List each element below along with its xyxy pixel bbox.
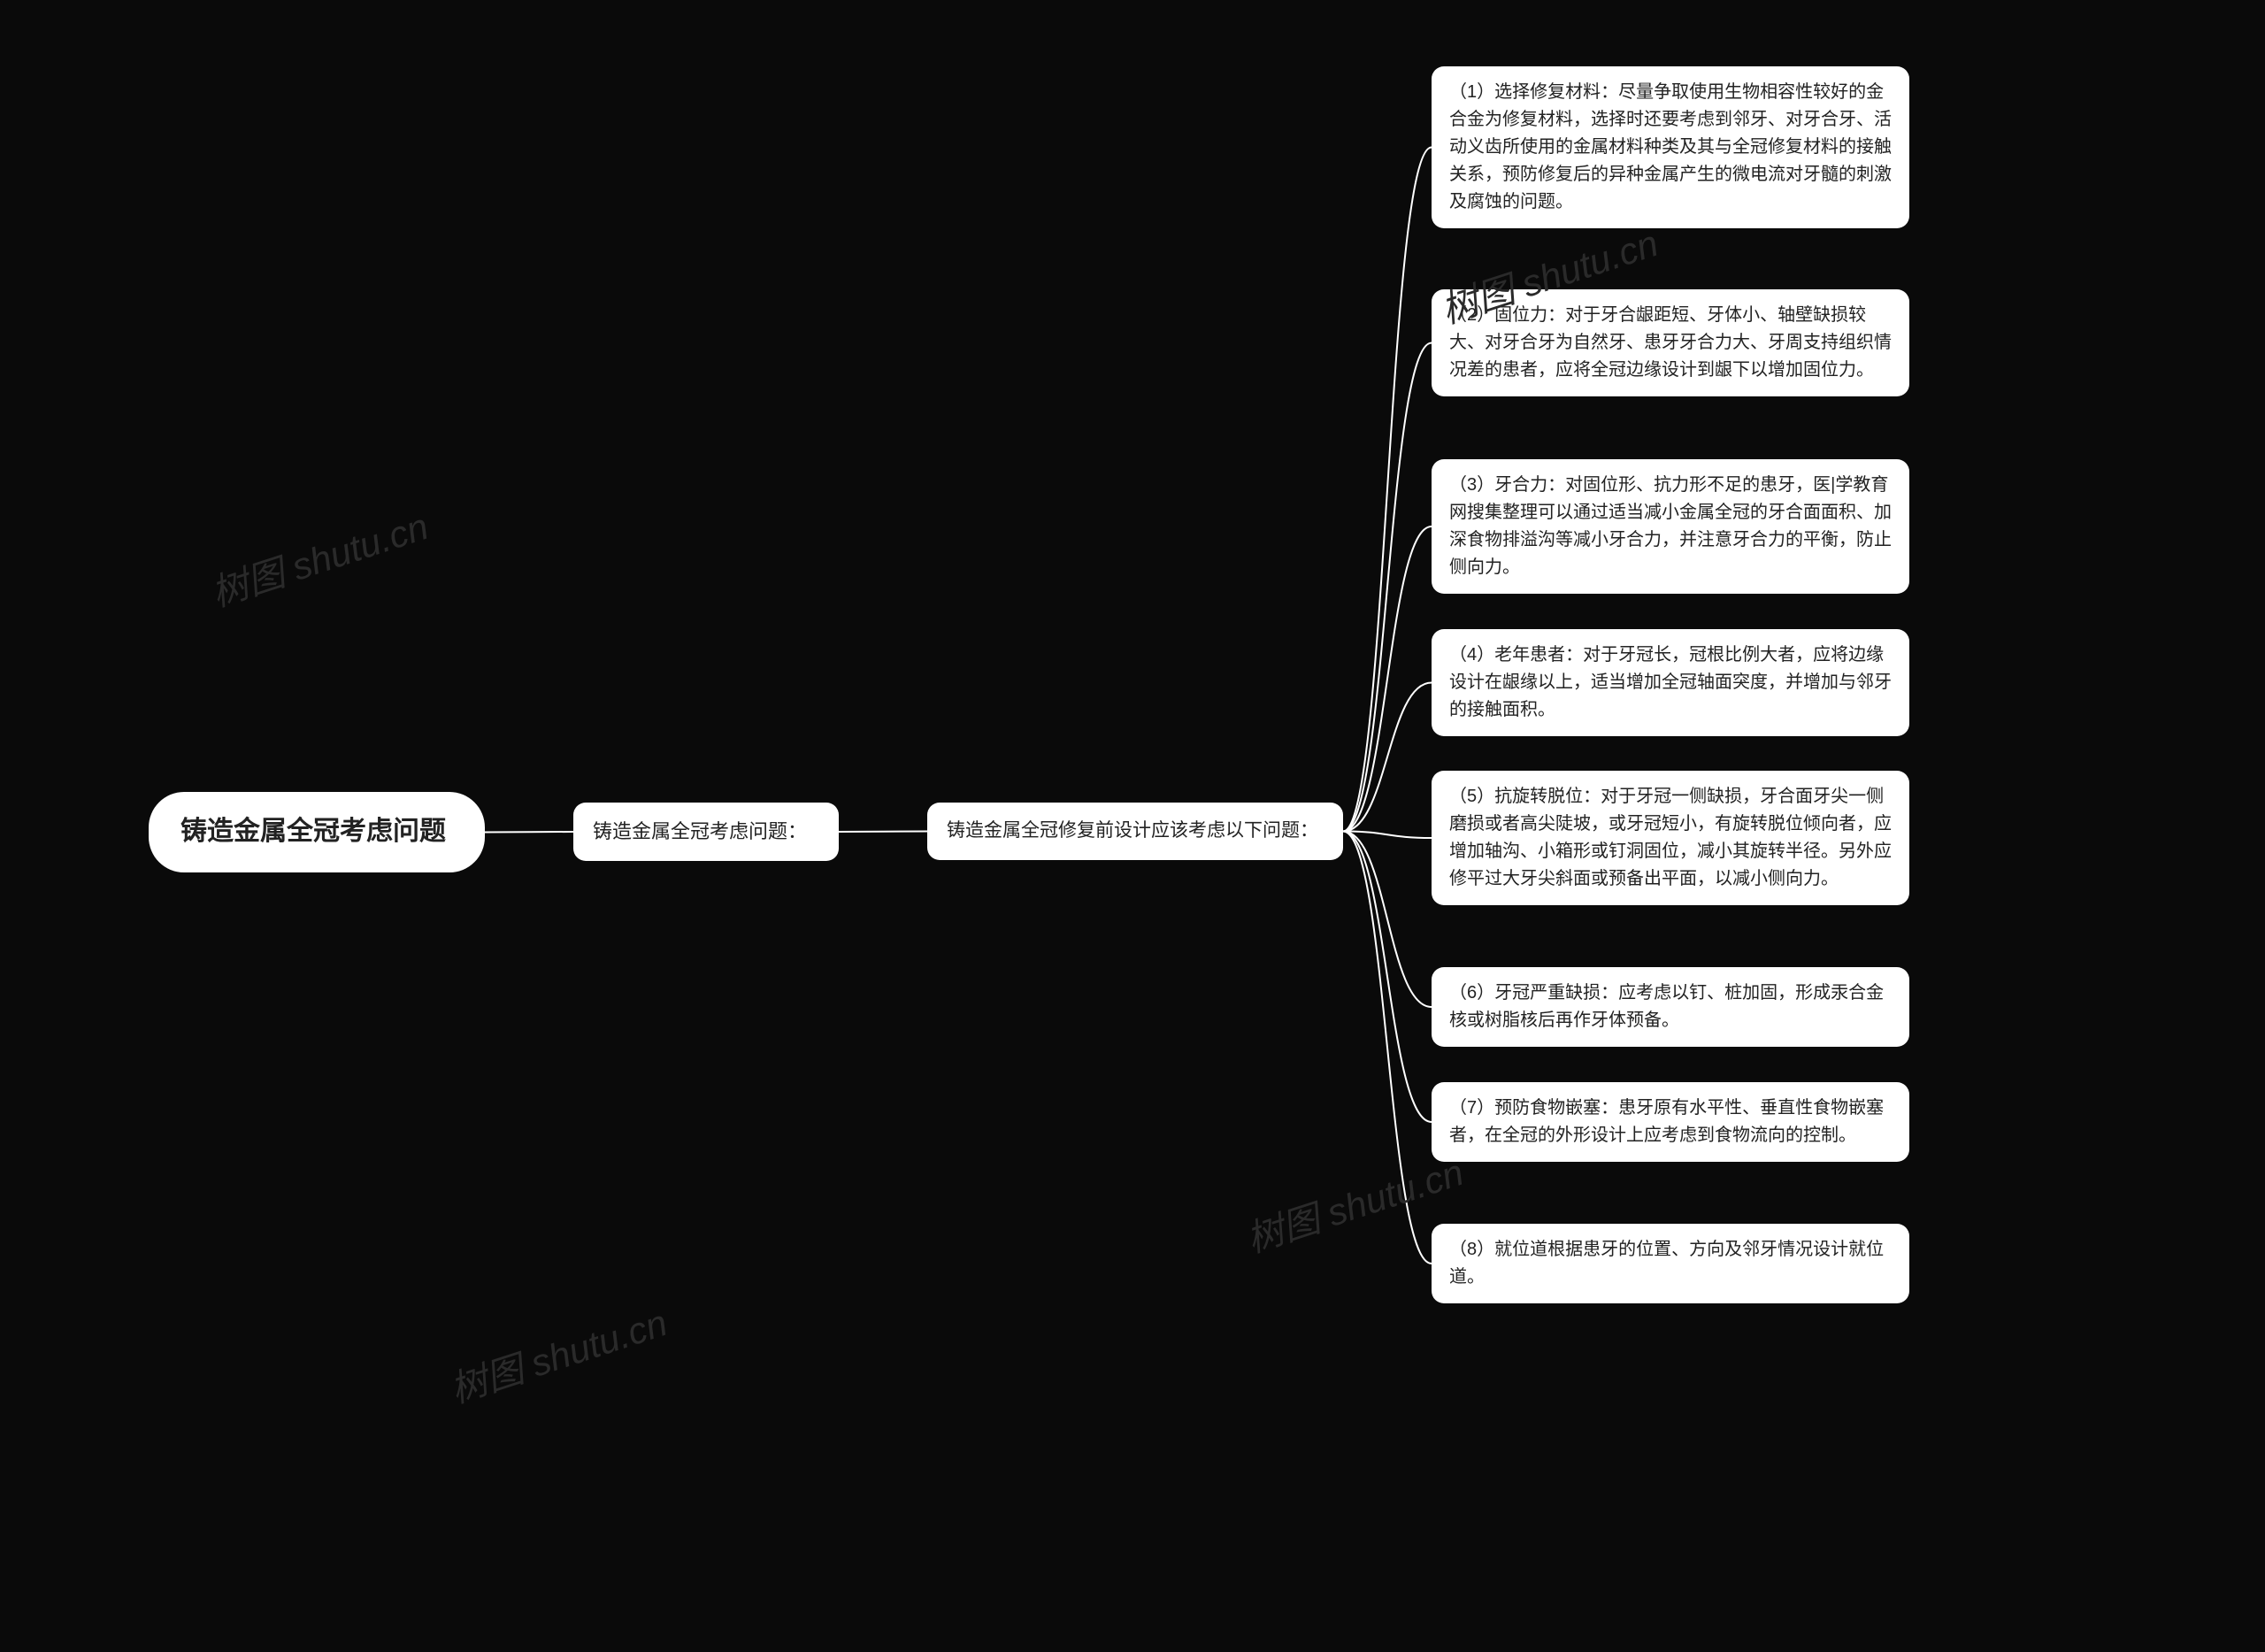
mindmap-leaf-node: （6）牙冠严重缺损：应考虑以钉、桩加固，形成汞合金核或树脂核后再作牙体预备。 xyxy=(1432,967,1909,1047)
mindmap-leaf-node: （8）就位道根据患牙的位置、方向及邻牙情况设计就位道。 xyxy=(1432,1224,1909,1303)
mindmap-level1-node: 铸造金属全冠考虑问题： xyxy=(573,803,839,861)
mindmap-leaf-node: （3）牙合力：对固位形、抗力形不足的患牙，医|学教育网搜集整理可以通过适当减小金… xyxy=(1432,459,1909,594)
mindmap-leaf-node: （2）固位力：对于牙合龈距短、牙体小、轴壁缺损较大、对牙合牙为自然牙、患牙牙合力… xyxy=(1432,289,1909,396)
mindmap-leaf-node: （5）抗旋转脱位：对于牙冠一侧缺损，牙合面牙尖一侧磨损或者高尖陡坡，或牙冠短小，… xyxy=(1432,771,1909,905)
mindmap-root-node: 铸造金属全冠考虑问题 xyxy=(149,792,485,872)
mindmap-level2-node: 铸造金属全冠修复前设计应该考虑以下问题： xyxy=(927,803,1343,860)
watermark-text: 树图 shutu.cn xyxy=(203,496,434,618)
mindmap-leaf-node: （1）选择修复材料：尽量争取使用生物相容性较好的金合金为修复材料，选择时还要考虑… xyxy=(1432,66,1909,228)
mindmap-canvas: 铸造金属全冠考虑问题 铸造金属全冠考虑问题： 铸造金属全冠修复前设计应该考虑以下… xyxy=(0,0,2265,1652)
watermark-text: 树图 shutu.cn xyxy=(442,1293,673,1414)
mindmap-leaf-node: （7）预防食物嵌塞：患牙原有水平性、垂直性食物嵌塞者，在全冠的外形设计上应考虑到… xyxy=(1432,1082,1909,1162)
mindmap-leaf-node: （4）老年患者：对于牙冠长，冠根比例大者，应将边缘设计在龈缘以上，适当增加全冠轴… xyxy=(1432,629,1909,736)
